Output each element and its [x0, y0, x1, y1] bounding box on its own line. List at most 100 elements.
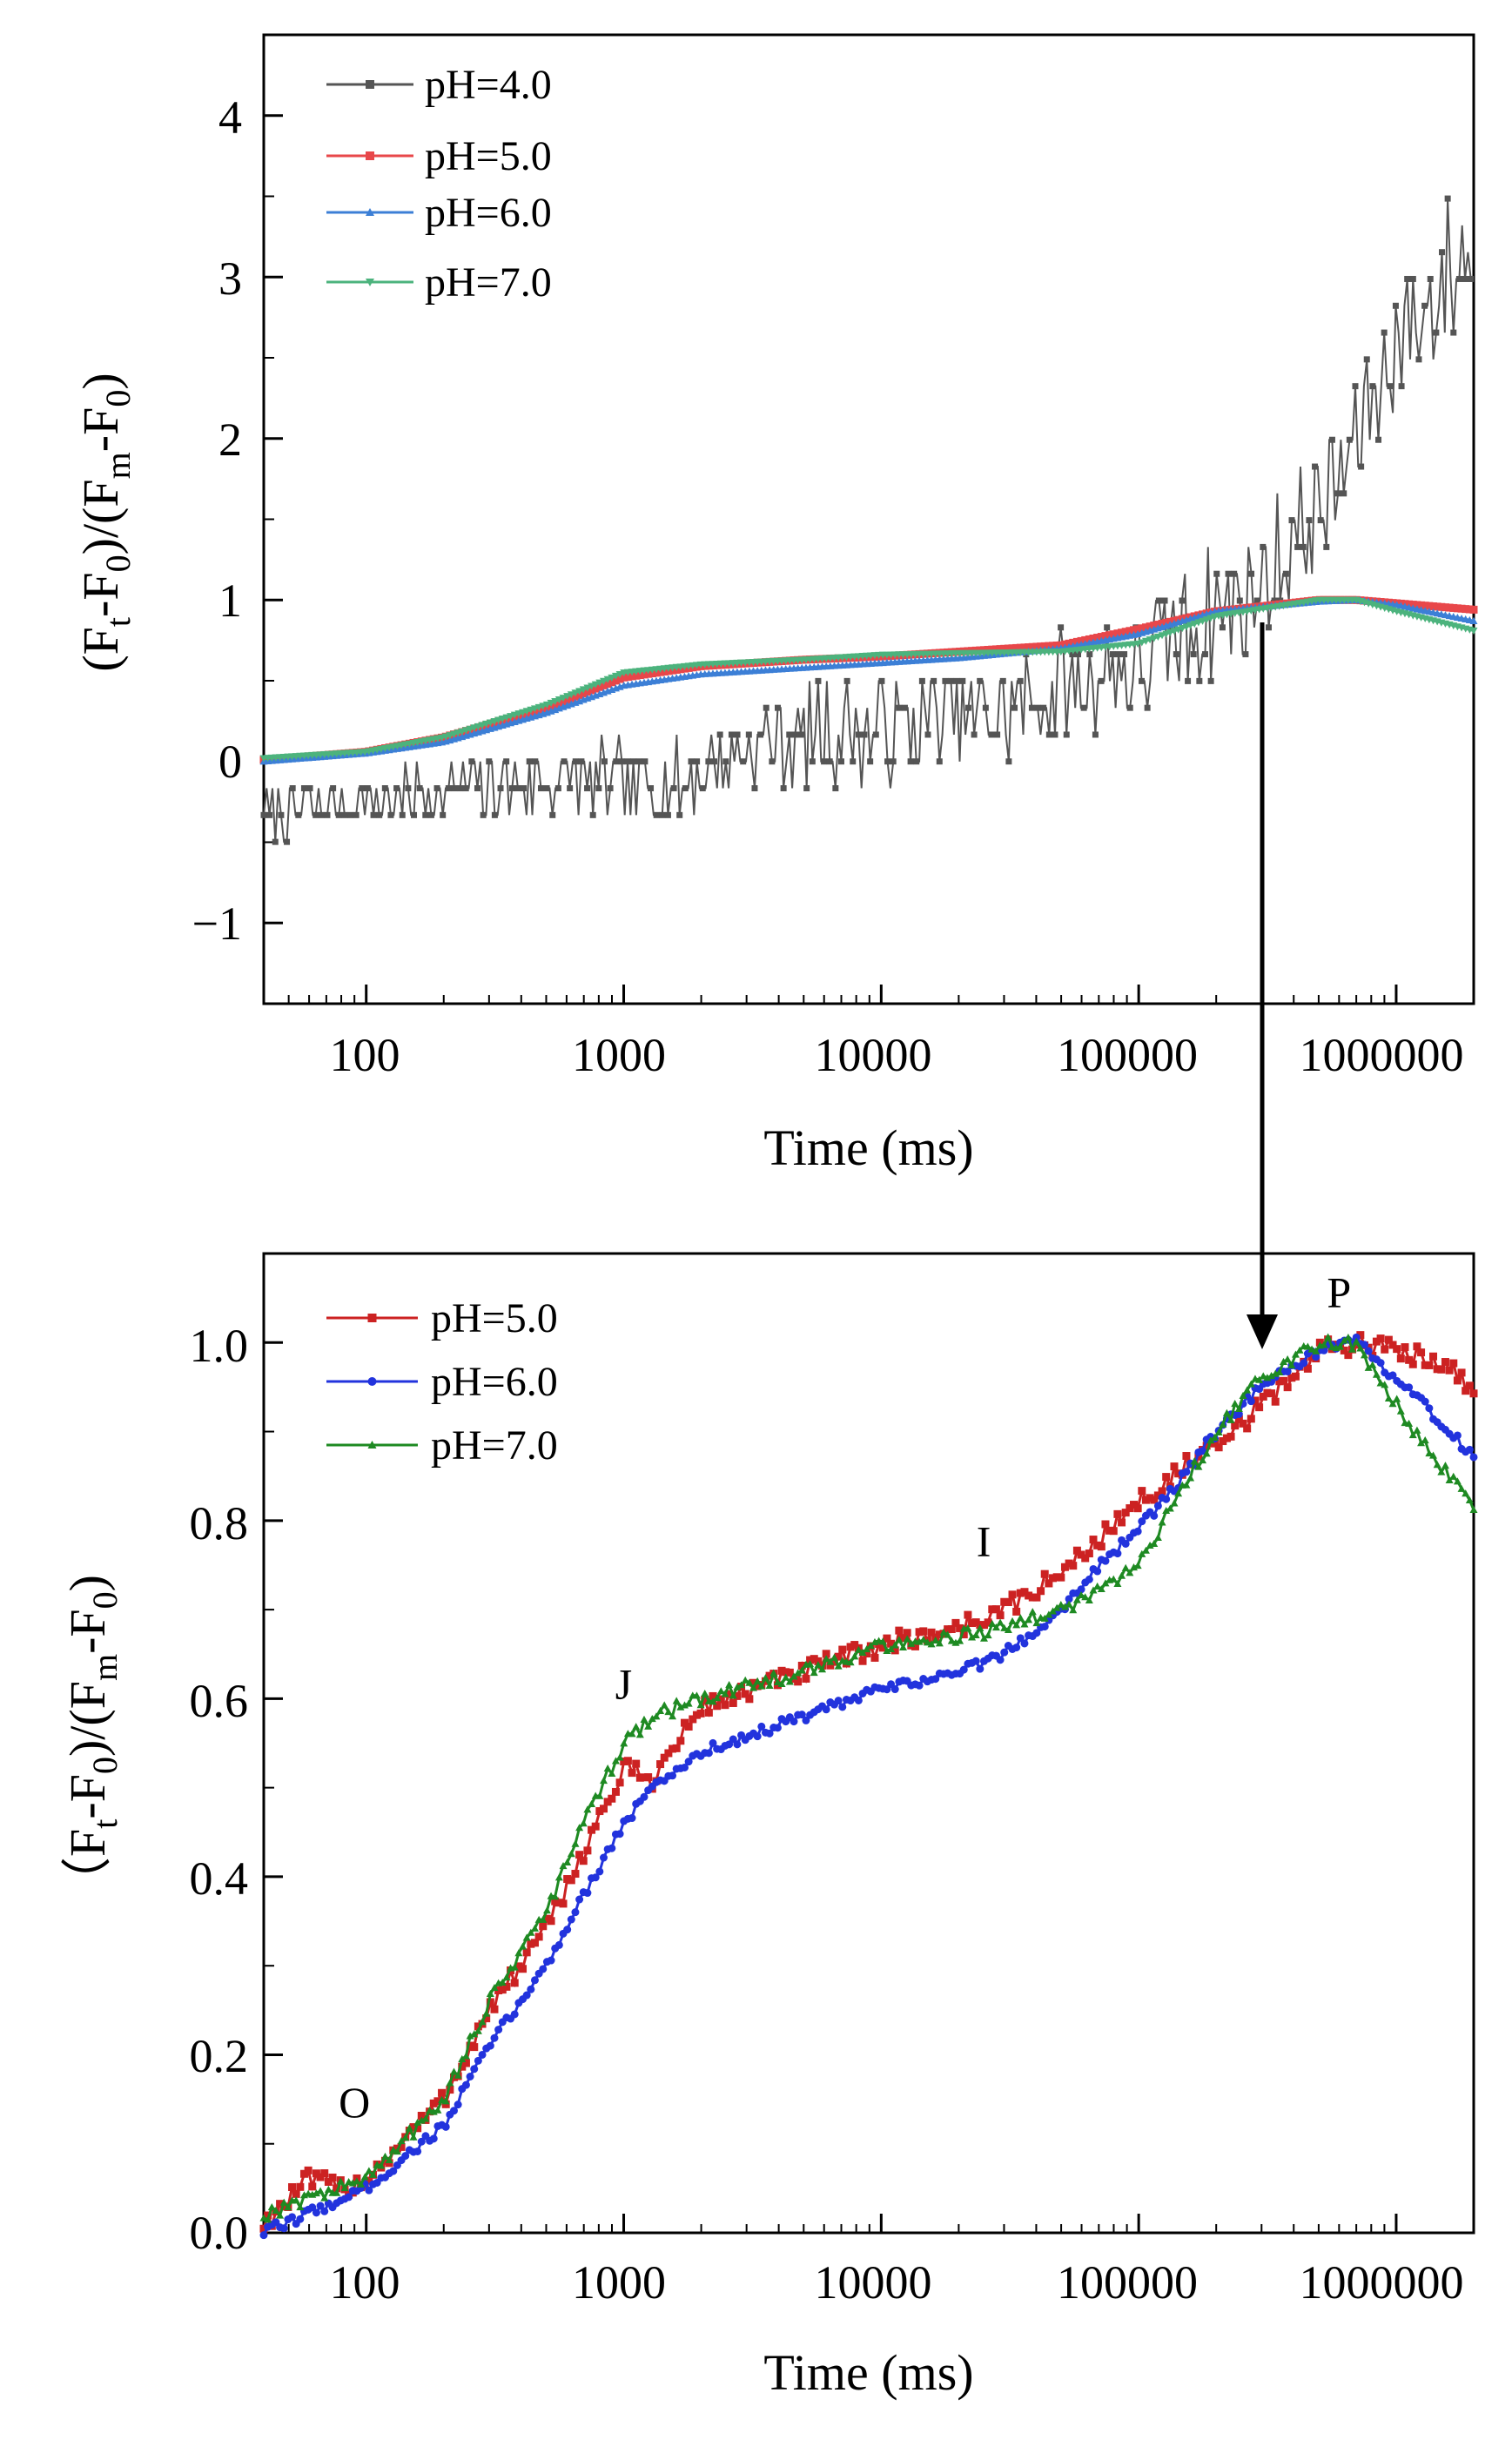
bottom-point-ph70 [988, 1619, 997, 1627]
bottom-point-ph50 [1097, 1543, 1105, 1551]
bottom-point-ph50 [935, 1630, 944, 1639]
bottom-point-ph60 [1000, 1648, 1009, 1657]
bottom-point-ph70 [1138, 1549, 1146, 1557]
bottom-point-ph50 [984, 1618, 992, 1627]
bottom-point-ph50 [725, 1690, 734, 1698]
annotation-O: O [339, 2078, 370, 2127]
top-point-ph40 [1196, 677, 1203, 684]
bottom-point-ph50 [474, 2022, 482, 2031]
top-point-ph40 [1323, 543, 1330, 550]
bottom-point-ph70 [1141, 1546, 1150, 1554]
top-point-ph40 [1455, 275, 1462, 282]
bottom-point-ph50 [1437, 1365, 1446, 1374]
top-point-ph40 [1404, 275, 1411, 282]
bottom-point-ph50 [380, 2156, 389, 2165]
bottom-point-ph60 [365, 2186, 373, 2195]
bottom-point-ph60 [1312, 1353, 1320, 1361]
bottom-point-ph70 [510, 1963, 519, 1971]
top-legend-item-ph6: pH=6.0 [326, 190, 552, 236]
bottom-point-ph60 [575, 1895, 584, 1904]
top-point-ph50 [1126, 627, 1134, 635]
top-point-ph50 [1469, 605, 1478, 614]
bottom-point-ph70 [822, 1655, 830, 1663]
bottom-point-ph70 [903, 1635, 911, 1643]
top-point-ph40 [872, 731, 879, 738]
top-point-ph50 [1109, 630, 1118, 639]
bottom-point-ph70 [635, 1731, 644, 1738]
bottom-point-ph60 [308, 2203, 317, 2212]
bottom-point-ph50 [1214, 1443, 1223, 1452]
bottom-point-ph70 [1381, 1381, 1389, 1388]
bottom-point-ph60 [466, 2073, 474, 2081]
bottom-point-ph70 [458, 2054, 467, 2062]
bottom-point-ph70 [737, 1681, 746, 1689]
annotation-J: J [615, 1659, 632, 1708]
bottom-point-ph50 [438, 2088, 447, 2097]
bottom-point-ph60 [401, 2152, 410, 2161]
bottom-point-ph50 [895, 1626, 904, 1635]
bottom-point-ph70 [1239, 1391, 1247, 1400]
bottom-point-ph70 [1295, 1346, 1304, 1354]
bottom-point-ph50 [704, 1708, 713, 1717]
bottom-point-ph50 [1101, 1520, 1110, 1529]
top-point-ph40 [381, 785, 388, 792]
top-point-ph50 [632, 671, 641, 680]
bottom-point-ph60 [429, 2134, 438, 2143]
bottom-point-ph50 [899, 1634, 908, 1643]
top-point-ph40 [584, 785, 591, 792]
bottom-point-ph50 [1255, 1403, 1264, 1412]
bottom-point-ph70 [1166, 1504, 1174, 1512]
bottom-point-ph70 [669, 1712, 677, 1720]
bottom-point-ph50 [883, 1634, 891, 1643]
bottom-point-ph50 [1121, 1509, 1130, 1517]
bottom-point-ph70 [640, 1715, 648, 1724]
top-point-ph50 [1417, 601, 1426, 609]
bottom-point-ph50 [741, 1690, 749, 1698]
top-point-ph40 [451, 785, 458, 792]
bottom-point-ph50 [635, 1773, 644, 1782]
bottom-legend-label-ph6: pH=6.0 [431, 1359, 558, 1405]
top-point-ph40 [300, 785, 307, 792]
bottom-point-ph50 [1280, 1376, 1288, 1385]
top-point-ph40 [405, 785, 412, 792]
bottom-point-ph50 [563, 1875, 572, 1884]
bottom-point-ph50 [1049, 1574, 1058, 1583]
bottom-point-ph60 [1300, 1359, 1308, 1368]
bottom-point-ph60 [583, 1889, 592, 1898]
bottom-point-ph70 [632, 1723, 641, 1731]
bottom-point-ph50 [640, 1773, 648, 1782]
bottom-point-ph60 [316, 2201, 325, 2210]
top-point-ph40 [682, 785, 689, 792]
top-point-ph40 [676, 811, 683, 818]
top-point-ph40 [728, 731, 735, 738]
bottom-point-ph50 [1045, 1579, 1053, 1588]
bottom-point-ph60 [1405, 1383, 1414, 1392]
bottom-xtick-label-100000: 100000 [1057, 2256, 1198, 2309]
bottom-point-ph50 [794, 1677, 803, 1686]
bottom-point-ph70 [316, 2187, 325, 2195]
bottom-point-ph50 [296, 2182, 305, 2191]
bottom-point-ph50 [660, 1753, 669, 1762]
bottom-point-ph70 [773, 1677, 782, 1685]
bottom-point-ph70 [1457, 1484, 1466, 1492]
top-point-ph40 [763, 704, 769, 711]
bottom-point-ph70 [1384, 1394, 1393, 1402]
bottom-point-ph70 [478, 2018, 487, 2026]
bottom-point-ph60 [345, 2193, 353, 2201]
top-point-ph40 [567, 785, 574, 792]
top-y-axis-title: (Ft-F0)/(Fm-F0) [72, 373, 138, 671]
bottom-point-ph70 [486, 1989, 494, 1997]
top-point-ph40 [936, 758, 943, 765]
top-legend-label-ph4: pH=4.0 [425, 62, 552, 108]
bottom-point-ph70 [1016, 1614, 1025, 1622]
bottom-point-ph70 [449, 2067, 458, 2075]
bottom-point-ph60 [312, 2208, 320, 2217]
top-point-ph40 [1190, 651, 1197, 658]
top-point-ph40 [335, 811, 342, 818]
top-point-ph40 [1363, 356, 1370, 363]
bottom-point-ph70 [1109, 1575, 1118, 1583]
top-x-axis-title: Time (ms) [763, 1119, 973, 1176]
top-point-ph40 [440, 811, 447, 818]
bottom-point-ph60 [1153, 1502, 1162, 1510]
bottom-point-ph50 [1429, 1352, 1438, 1361]
